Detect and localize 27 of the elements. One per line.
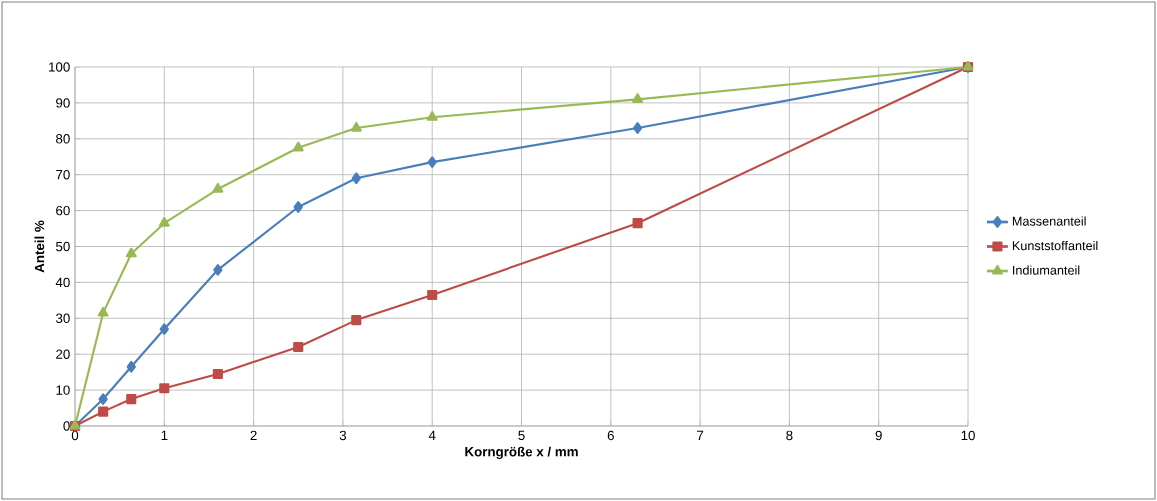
x-tick-label: 7 (697, 430, 704, 440)
x-tick-label: 10 (961, 430, 975, 441)
y-tick-label: 0 (63, 421, 70, 431)
legend-label: Indiumanteil (1013, 265, 1080, 275)
x-axis-title: Korngröße x / mm (465, 446, 578, 460)
y-tick-label: 80 (56, 134, 70, 144)
y-axis-title: Anteil % (34, 220, 45, 273)
y-tick-label: 40 (55, 277, 70, 288)
legend-label: Kunststoffanteil (1012, 240, 1098, 251)
y-tick-label: 20 (56, 349, 70, 359)
x-tick-label: 6 (607, 430, 614, 441)
legend-label: Massenanteil (1012, 216, 1086, 226)
x-tick-label: 3 (339, 430, 347, 441)
y-tick-label: 90 (56, 98, 70, 108)
y-tick-label: 50 (56, 241, 70, 252)
x-tick-label: 0 (71, 430, 79, 441)
x-tick-label: 8 (786, 430, 793, 441)
x-tick-label: 5 (518, 430, 525, 441)
y-tick-label: 60 (56, 205, 70, 216)
y-tick-label: 70 (56, 169, 70, 180)
x-tick-label: 9 (875, 430, 882, 441)
x-tick-label: 4 (428, 430, 436, 440)
y-tick-label: 10 (56, 385, 70, 395)
y-tick-label: 100 (49, 62, 70, 72)
y-tick-label: 30 (55, 313, 70, 324)
x-tick-label: 2 (250, 430, 257, 441)
x-tick-label: 1 (161, 430, 168, 440)
